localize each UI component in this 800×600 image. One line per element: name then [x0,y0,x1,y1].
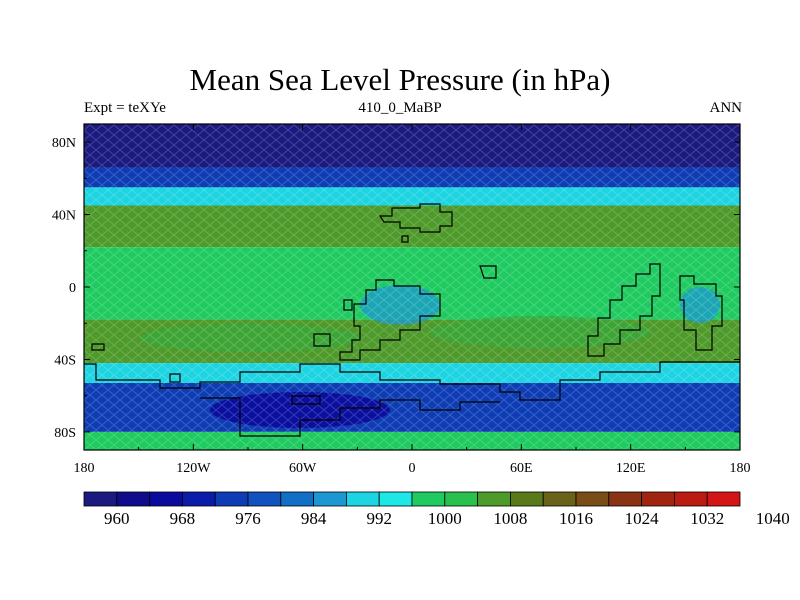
x-tick-label: 180 [74,461,95,476]
coastline-island-sw2 [169,373,181,383]
colorbar-swatch [444,491,478,507]
y-tick-label: 40N [52,209,76,224]
colorbar-swatch [477,491,511,507]
colorbar-label: 960 [104,509,130,528]
colorbar-swatch [83,491,118,507]
coastline-eastern-landmass [587,263,661,357]
colorbar-swatch [378,491,413,507]
colorbar-label: 1016 [559,509,593,528]
colorbar-label: 1000 [428,509,462,528]
coastline-island-mid [343,299,353,311]
colorbar-label: 984 [301,509,327,528]
colorbar-swatch [641,491,675,507]
y-tick-label: 40S [54,353,76,368]
coastline-southern-ring [84,361,740,401]
colorbar-label: 968 [170,509,196,528]
contour-hatching [84,124,740,450]
colorbar: 960 968 976 984 992 1000 1008 1016 1024 1032 1040 [83,491,790,528]
colorbar-label: 992 [366,509,392,528]
x-axis: 180 120W 60W 0 60E 120E 180 [74,124,751,476]
y-tick-label: 80S [54,426,76,441]
coastline-island-north [401,235,409,243]
colorbar-swatch [181,491,216,507]
x-tick-label: 60E [510,461,533,476]
coastline-equatorial-landmass [339,279,441,361]
chart-title: Mean Sea Level Pressure (in hPa) [189,62,611,97]
coastline-north-landmass [378,203,453,233]
colorbar-swatch [575,491,610,507]
y-tick-label: 80N [52,136,76,151]
coastlines [84,203,740,437]
colorbar-swatch [706,491,741,507]
x-tick-label: 120E [616,461,646,476]
colorbar-swatch [509,491,544,507]
coastline-island-sw [313,333,331,347]
time-label: 410_0_MaBP [358,100,442,116]
colorbar-swatch [116,491,151,507]
colorbar-swatch [313,491,347,507]
x-tick-label: 120W [176,461,211,476]
colorbar-swatch [280,491,314,507]
colorbar-label: 1008 [493,509,527,528]
colorbar-swatch [345,491,380,507]
colorbar-swatch [214,491,249,507]
coastline-far-east [679,275,723,351]
colorbar-swatch [674,491,708,507]
colorbar-label: 1024 [625,509,660,528]
colorbar-label: 1032 [690,509,724,528]
season-label: ANN [709,100,743,116]
y-tick-label: 0 [69,281,76,296]
coastline-island-south [291,395,321,405]
coastline-island-west [91,343,105,351]
colorbar-swatch [542,491,577,507]
experiment-label: Expt = teXYe [84,100,166,116]
colorbar-swatch [247,491,282,507]
colorbar-swatch [411,491,446,507]
y-axis: 80N 40N 0 40S 80S [52,136,740,441]
colorbar-swatch [608,491,642,507]
x-tick-label: 180 [730,461,751,476]
colorbar-swatch [149,491,183,507]
colorbar-label: 1040 [756,509,790,528]
x-tick-label: 0 [409,461,416,476]
coastline-south-polar [200,397,500,437]
x-tick-label: 60W [289,461,317,476]
colorbar-label: 976 [235,509,261,528]
coastline-island-equator [479,265,497,279]
